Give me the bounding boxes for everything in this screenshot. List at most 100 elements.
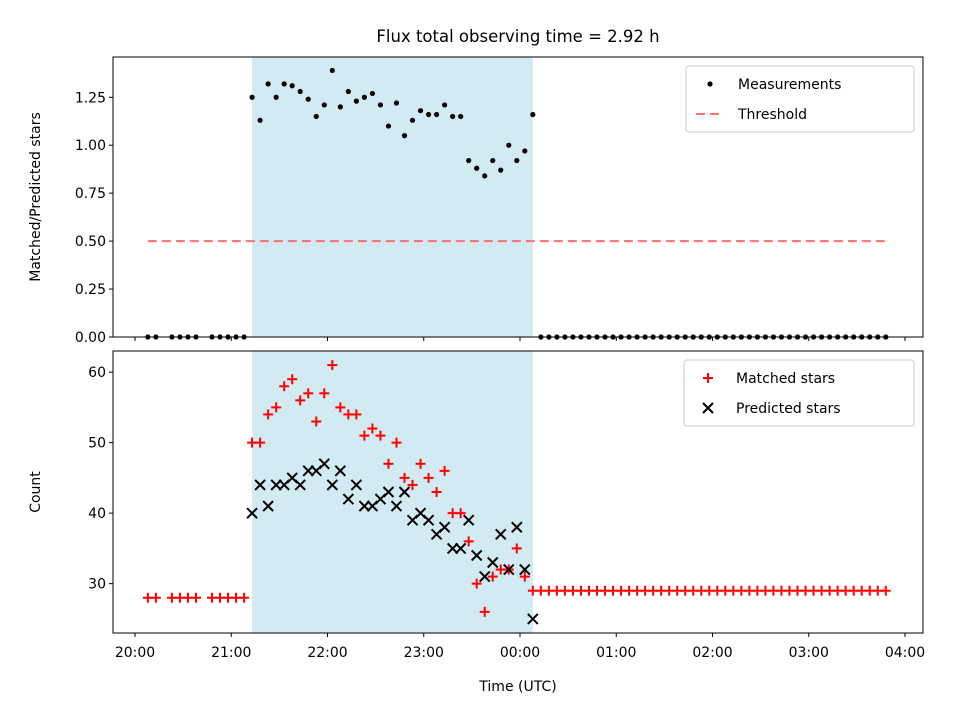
- measurement-point: [321, 102, 327, 108]
- bottom-axes-frame: [112, 350, 924, 634]
- matched-star-point: [311, 416, 322, 427]
- measurement-point: [506, 142, 512, 148]
- top-shaded-interval: [252, 57, 533, 337]
- measurement-point: [281, 81, 287, 87]
- x-marker-b: [438, 521, 451, 533]
- legend-matched-swatch: [703, 373, 713, 383]
- measurement-point: [474, 165, 480, 171]
- x-marker-b: [462, 514, 475, 526]
- bottom-legend: Matched stars Predicted stars: [683, 359, 915, 427]
- matched-star-point: [471, 578, 482, 589]
- x-marker-b: [487, 556, 499, 569]
- y-tick-label: 1.00: [75, 138, 106, 154]
- measurement-point: [361, 94, 367, 100]
- y-tick-label: 0.00: [75, 330, 106, 346]
- x-marker-b: [503, 563, 515, 576]
- measurement-point: [530, 111, 536, 118]
- y-tick-label: 0.50: [75, 234, 106, 250]
- legend-label: Threshold: [737, 107, 807, 123]
- matched-star-point: [487, 571, 498, 582]
- measurement-point: [257, 117, 263, 123]
- predicted-star-point: [342, 493, 355, 505]
- x-marker-b: [382, 486, 395, 498]
- measurement-point: [289, 83, 295, 89]
- predicted-star-point: [334, 465, 347, 477]
- x-marker-b: [398, 486, 411, 498]
- x-marker-b: [294, 479, 306, 491]
- x-marker-b: [254, 479, 266, 491]
- legend-label: Predicted stars: [736, 401, 841, 417]
- x-marker-b: [318, 458, 330, 470]
- measurement-point: [425, 111, 432, 118]
- x-marker-b: [390, 500, 403, 512]
- measurement-point: [305, 96, 311, 102]
- x-tick-label: 20:00: [115, 645, 155, 661]
- matched-star-point: [271, 402, 282, 413]
- matched-star-point: [383, 458, 394, 469]
- predicted-star-point: [519, 563, 531, 576]
- predicted-star-point: [438, 521, 451, 533]
- matched-star-point: [463, 536, 474, 547]
- x-marker-b: [326, 479, 339, 491]
- chart-title: Flux total observing time = 2.92 h: [376, 27, 659, 46]
- x-marker-b: [479, 570, 491, 583]
- x-marker-b: [334, 465, 347, 477]
- measurement-point: [401, 133, 408, 139]
- x-tick-label: 04:00: [885, 645, 925, 661]
- predicted-star-point: [470, 549, 483, 562]
- measurement-point: [273, 94, 279, 100]
- matched-star-point: [295, 395, 306, 406]
- x-marker-b: [286, 472, 298, 484]
- measurement-point: [297, 88, 303, 95]
- x-tick-label: 23:00: [404, 645, 444, 661]
- y-tick-label: 0.75: [75, 186, 106, 202]
- predicted-star-point: [487, 556, 499, 569]
- measurement-point: [458, 113, 464, 120]
- measurement-point: [249, 94, 255, 100]
- matched-star-point: [279, 381, 290, 392]
- x-marker-b: [422, 514, 435, 526]
- predicted-star-point: [262, 500, 274, 512]
- legend-box: [685, 65, 915, 133]
- x-marker-b: [414, 507, 427, 519]
- bottom-axis-ticks: 30 40 50 60 20:00 21:00 22:00 23:00 00:00 01:00 02…: [88, 365, 925, 661]
- measurement-point: [490, 157, 496, 164]
- predicted-star-point: [390, 500, 403, 512]
- x-marker-b: [342, 493, 355, 505]
- measurement-point: [313, 113, 319, 120]
- matched-star-point: [479, 606, 490, 617]
- predicted-star-point: [382, 486, 395, 498]
- matched-star-point: [399, 472, 410, 483]
- measurement-point: [353, 98, 359, 104]
- measurement-point: [265, 81, 271, 87]
- top-panel: 0.00 0.25 0.50 0.75 1.00 1.25 Matched/Predict…: [28, 56, 924, 346]
- matched-star-point: [359, 430, 370, 441]
- x-marker-b: [350, 479, 363, 491]
- x-tick-label: 00:00: [500, 645, 540, 661]
- measurement-point: [393, 100, 400, 106]
- measurement-point: [329, 67, 335, 74]
- x-marker-b: [702, 402, 714, 414]
- y-tick-label: 40: [88, 506, 106, 522]
- predicted-star-point: [454, 542, 467, 555]
- matched-star-point: [239, 592, 250, 603]
- bottom-shaded-interval: [252, 351, 533, 633]
- top-y-axis-label: Matched/Predicted stars: [28, 112, 44, 282]
- y-tick-label: 50: [88, 436, 106, 452]
- matched-star-point: [423, 472, 434, 483]
- predicted-star-point: [318, 458, 330, 470]
- matched-star-point: [303, 388, 314, 399]
- x-marker-b: [495, 528, 507, 541]
- x-tick-label: 21:00: [211, 645, 251, 661]
- x-marker-b: [262, 500, 274, 512]
- x-tick-label: 03:00: [789, 645, 829, 661]
- top-legend: Measurements Threshold: [685, 65, 915, 133]
- matched-star-point: [455, 508, 466, 519]
- y-tick-label: 30: [88, 577, 106, 593]
- x-marker-b: [527, 613, 539, 625]
- predicted-star-point: [462, 514, 475, 526]
- top-axis-ticks: 0.00 0.25 0.50 0.75 1.00 1.25: [75, 90, 906, 346]
- matched-star-point: [415, 458, 426, 469]
- x-tick-label: 22:00: [307, 645, 347, 661]
- matched-star-point: [511, 543, 522, 554]
